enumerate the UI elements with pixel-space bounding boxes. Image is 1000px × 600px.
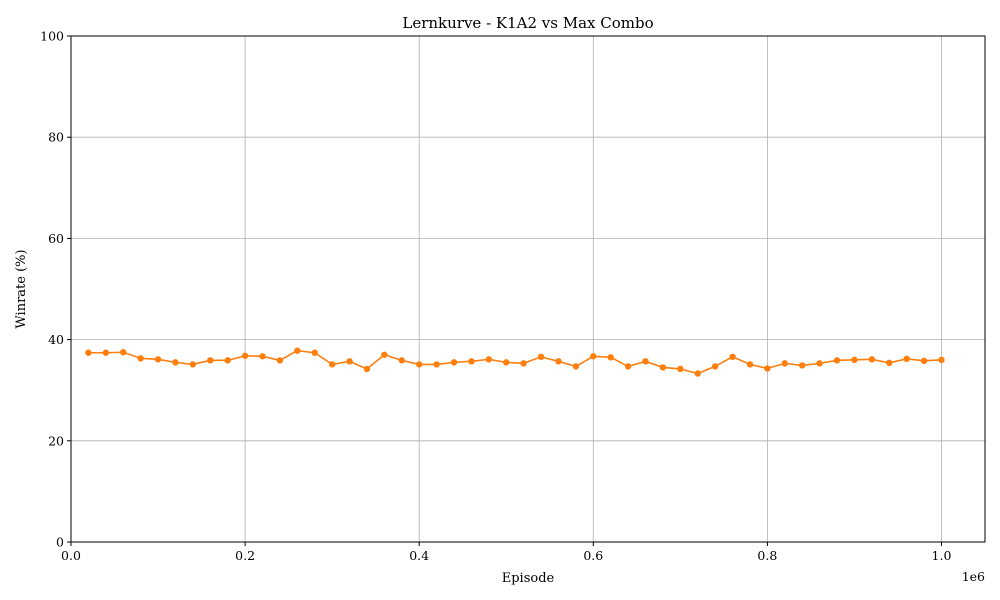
data-point (241, 352, 249, 359)
data-point (450, 359, 458, 366)
x-tick-label: 0.6 (583, 548, 603, 563)
data-point (154, 356, 162, 363)
data-point (886, 359, 893, 367)
data-point (120, 349, 127, 356)
data-point (137, 355, 144, 362)
y-axis-label: Winrate (%) (14, 249, 29, 328)
data-point (642, 358, 649, 365)
data-point (938, 356, 945, 364)
x-tick-label: 1.0 (932, 548, 952, 563)
series-line (88, 349, 942, 375)
data-point (572, 363, 580, 370)
plot-area-frame (70, 35, 986, 543)
data-point (920, 357, 928, 365)
data-point (781, 360, 788, 367)
data-point (903, 355, 910, 363)
data-point (433, 361, 440, 368)
data-point (468, 358, 475, 365)
data-point (85, 349, 92, 356)
data-point (276, 357, 284, 364)
data-point (537, 353, 545, 361)
x-axis-scale-label: 1e6 (962, 569, 985, 584)
y-tick-label: 0 (56, 535, 64, 550)
data-point (590, 353, 597, 360)
data-point (607, 354, 614, 361)
data-point (555, 358, 562, 365)
data-point (294, 347, 301, 354)
data-point (624, 363, 632, 370)
y-tick-label: 80 (48, 130, 64, 145)
axis-ticks: 0.0 0.2 0.4 0.6 0.8 1.0 0 20 40 60 80 100 (40, 29, 951, 564)
y-tick-label: 20 (48, 433, 64, 448)
data-point (328, 361, 336, 368)
data-point (363, 365, 371, 373)
data-point (102, 349, 110, 356)
data-point (799, 362, 806, 369)
data-point (398, 357, 405, 364)
x-axis-label: Episode (502, 571, 555, 586)
grid-lines (70, 35, 985, 543)
data-point (711, 363, 719, 370)
data-point (677, 365, 684, 373)
data-point (694, 370, 701, 377)
x-tick-label: 0.2 (235, 548, 255, 563)
data-point (415, 361, 423, 368)
data-point (659, 364, 667, 371)
data-point (851, 356, 858, 364)
data-point (764, 365, 771, 372)
data-point (816, 360, 823, 367)
data-point (381, 351, 388, 358)
data-point (189, 361, 197, 368)
data-point (224, 357, 231, 364)
series-line-group (85, 347, 945, 377)
data-point (729, 353, 736, 361)
x-tick-label: 0.0 (61, 548, 81, 563)
data-point (503, 359, 510, 366)
data-point (172, 359, 179, 366)
data-point (520, 360, 527, 367)
y-tick-label: 100 (40, 29, 64, 44)
data-point (311, 349, 318, 356)
x-tick-label: 0.4 (409, 548, 429, 563)
data-point (833, 357, 841, 364)
data-point (746, 361, 754, 368)
chart-title: Lernkurve - K1A2 vs Max Combo (402, 14, 653, 32)
y-tick-label: 40 (48, 332, 64, 347)
data-point (485, 356, 493, 363)
x-tick-label: 0.8 (757, 548, 777, 563)
data-point (259, 353, 266, 360)
y-tick-label: 60 (48, 231, 64, 246)
data-point (868, 356, 876, 363)
data-point (346, 358, 353, 365)
data-point (207, 357, 214, 364)
